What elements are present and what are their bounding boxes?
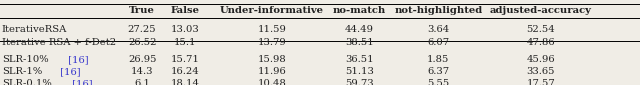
Text: 11.59: 11.59	[257, 25, 287, 34]
Text: 51.13: 51.13	[345, 67, 374, 76]
Text: IterativeRSA: IterativeRSA	[2, 25, 67, 34]
Text: 27.25: 27.25	[128, 25, 156, 34]
Text: 6.1: 6.1	[134, 79, 150, 85]
Text: [16]: [16]	[65, 55, 89, 64]
Text: SLR-1%: SLR-1%	[2, 67, 42, 76]
Text: 38.51: 38.51	[346, 38, 374, 47]
Text: 17.57: 17.57	[527, 79, 555, 85]
Text: SLR-0.1%: SLR-0.1%	[2, 79, 52, 85]
Text: 15.1: 15.1	[173, 38, 196, 47]
Text: no-match: no-match	[333, 6, 387, 15]
Text: 59.73: 59.73	[346, 79, 374, 85]
Text: [16]: [16]	[69, 79, 93, 85]
Text: 10.48: 10.48	[257, 79, 287, 85]
Text: 52.54: 52.54	[527, 25, 555, 34]
Text: 5.55: 5.55	[428, 79, 449, 85]
Text: 14.3: 14.3	[131, 67, 154, 76]
Text: 18.14: 18.14	[170, 79, 200, 85]
Text: 16.24: 16.24	[171, 67, 199, 76]
Text: 3.64: 3.64	[428, 25, 449, 34]
Text: 33.65: 33.65	[527, 67, 555, 76]
Text: 36.51: 36.51	[346, 55, 374, 64]
Text: adjusted-accuracy: adjusted-accuracy	[490, 6, 592, 15]
Text: 6.37: 6.37	[428, 67, 449, 76]
Text: Iterative RSA + f-Det2: Iterative RSA + f-Det2	[2, 38, 116, 47]
Text: 6.07: 6.07	[428, 38, 449, 47]
Text: 26.52: 26.52	[128, 38, 156, 47]
Text: 45.96: 45.96	[527, 55, 555, 64]
Text: 15.71: 15.71	[170, 55, 200, 64]
Text: 44.49: 44.49	[345, 25, 374, 34]
Text: [16]: [16]	[57, 67, 81, 76]
Text: 11.96: 11.96	[258, 67, 286, 76]
Text: Under-informative: Under-informative	[220, 6, 324, 15]
Text: False: False	[170, 6, 200, 15]
Text: 13.03: 13.03	[171, 25, 199, 34]
Text: 13.79: 13.79	[258, 38, 286, 47]
Text: 26.95: 26.95	[128, 55, 156, 64]
Text: 47.86: 47.86	[527, 38, 555, 47]
Text: not-highlighted: not-highlighted	[394, 6, 483, 15]
Text: True: True	[129, 6, 155, 15]
Text: SLR-10%: SLR-10%	[2, 55, 49, 64]
Text: 1.85: 1.85	[428, 55, 449, 64]
Text: 15.98: 15.98	[258, 55, 286, 64]
